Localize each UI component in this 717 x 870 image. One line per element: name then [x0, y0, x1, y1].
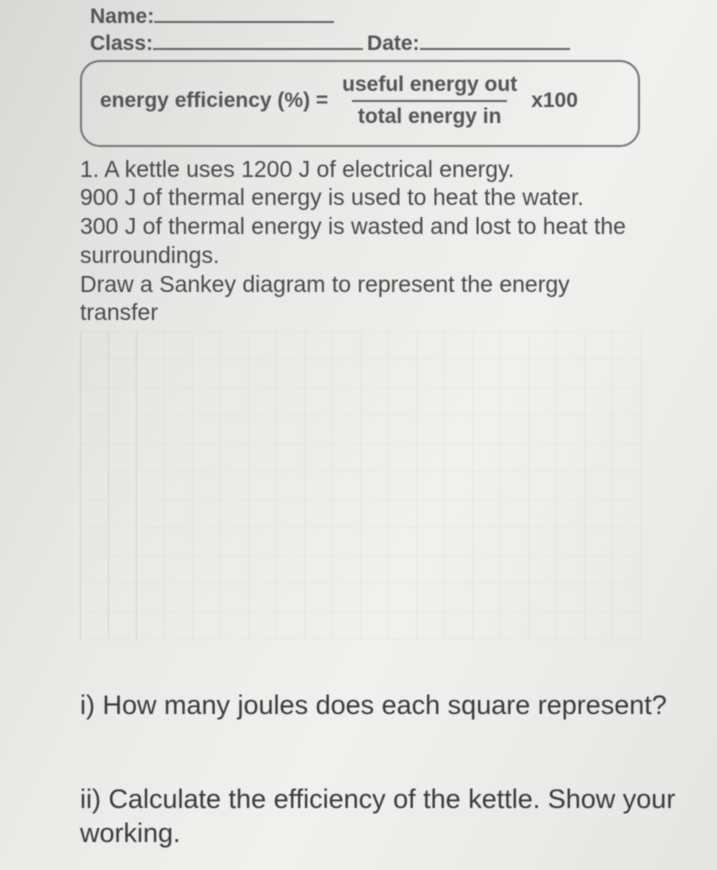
q1-line4: Draw a Sankey diagram to represent the e…	[80, 270, 640, 328]
formula-numerator: useful energy out	[336, 72, 523, 100]
formula-fraction: useful energy out total energy in	[336, 72, 523, 131]
formula-denominator: total energy in	[352, 100, 508, 130]
name-field-line	[154, 0, 334, 23]
class-label: Class:	[90, 32, 153, 56]
formula-multiplier: x100	[531, 89, 578, 113]
sankey-grid	[80, 331, 640, 639]
formula-lhs: energy efficiency (%) =	[100, 89, 328, 113]
subquestion-ii: ii) Calculate the efficiency of the kett…	[80, 783, 677, 851]
name-label: Name:	[90, 5, 154, 29]
q1-line2: 900 J of thermal energy is used to heat …	[80, 183, 640, 212]
subquestion-i: i) How many joules does each square repr…	[80, 689, 677, 723]
formula-box: energy efficiency (%) = useful energy ou…	[80, 60, 640, 147]
q1-line3: 300 J of thermal energy is wasted and lo…	[80, 212, 640, 270]
date-field-line	[420, 27, 570, 50]
q1-line1: 1. A kettle uses 1200 J of electrical en…	[80, 155, 640, 184]
class-field-line	[153, 27, 363, 50]
date-label: Date:	[367, 32, 420, 56]
